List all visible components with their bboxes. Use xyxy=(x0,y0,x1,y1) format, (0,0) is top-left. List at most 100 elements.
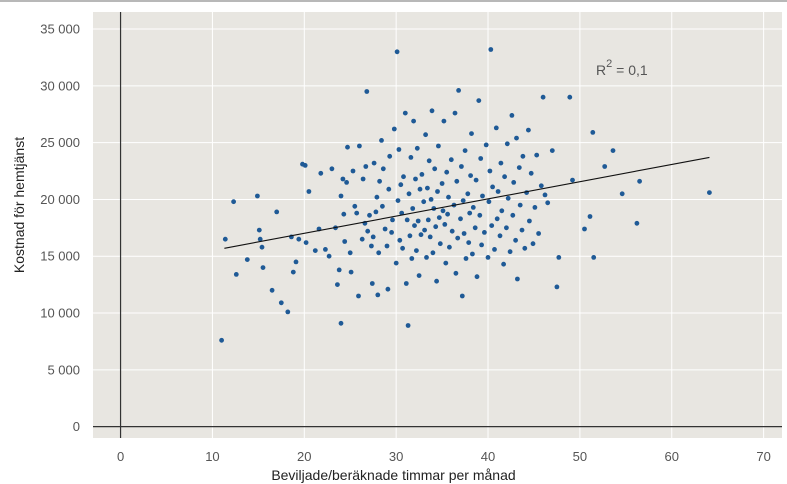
data-point xyxy=(477,212,483,218)
data-point xyxy=(507,249,513,255)
data-point xyxy=(419,172,425,177)
data-point xyxy=(222,236,228,242)
data-point xyxy=(459,293,465,299)
data-point xyxy=(303,240,309,246)
data-point xyxy=(427,234,433,240)
data-point xyxy=(369,281,375,286)
data-point xyxy=(478,156,484,161)
data-point xyxy=(556,255,562,260)
data-point xyxy=(345,144,350,150)
data-point xyxy=(610,148,616,154)
data-point xyxy=(369,243,374,249)
data-point xyxy=(285,309,291,315)
r-squared-value: = 0,1 xyxy=(612,62,648,78)
x-axis-title: Beviljade/beräknade timmar per månad xyxy=(271,467,515,483)
data-point xyxy=(442,222,448,227)
data-point xyxy=(255,193,260,199)
data-point xyxy=(417,186,423,192)
data-point xyxy=(456,88,461,93)
plot-area xyxy=(93,12,782,438)
data-point xyxy=(338,193,344,199)
data-point xyxy=(425,217,431,223)
data-point xyxy=(489,223,495,229)
data-point xyxy=(411,118,416,124)
data-point xyxy=(582,226,587,232)
y-tick-label: 10 000 xyxy=(40,306,80,321)
data-points xyxy=(219,47,712,343)
data-point xyxy=(296,236,302,242)
data-point xyxy=(350,168,356,174)
x-tick-label: 30 xyxy=(389,449,403,464)
y-tick-label: 15 000 xyxy=(40,249,80,264)
y-tick-label: 25 000 xyxy=(40,135,80,150)
data-point xyxy=(335,282,340,287)
data-point xyxy=(278,300,284,306)
data-point xyxy=(395,198,401,204)
data-point xyxy=(447,244,452,250)
data-point xyxy=(398,182,404,188)
data-point xyxy=(312,248,318,254)
data-point xyxy=(426,158,432,164)
data-point xyxy=(470,205,476,210)
data-point xyxy=(231,199,237,205)
trendline-group xyxy=(224,156,710,249)
data-point xyxy=(408,155,414,160)
data-point xyxy=(380,166,386,172)
data-point xyxy=(432,166,438,172)
data-point xyxy=(472,225,478,231)
y-tick-label: 0 xyxy=(73,419,80,434)
data-point xyxy=(498,160,504,166)
x-tick-label: 0 xyxy=(117,449,124,464)
data-point xyxy=(410,206,416,211)
data-point xyxy=(570,177,575,183)
data-point xyxy=(497,233,503,239)
data-point xyxy=(377,178,382,184)
data-point xyxy=(357,143,362,149)
data-point xyxy=(425,185,430,191)
data-point xyxy=(504,141,510,147)
data-point xyxy=(374,194,380,200)
data-point xyxy=(423,132,428,138)
data-point xyxy=(486,199,492,205)
data-point xyxy=(538,183,544,189)
data-point xyxy=(482,230,487,235)
data-point xyxy=(462,148,468,154)
r-squared-r: R xyxy=(596,62,606,78)
data-point xyxy=(393,260,399,266)
data-point xyxy=(302,163,308,168)
data-point xyxy=(519,227,525,233)
data-point xyxy=(360,176,366,182)
data-point xyxy=(602,164,608,169)
data-point xyxy=(323,247,328,252)
data-point xyxy=(293,259,299,265)
data-point xyxy=(536,231,541,236)
x-tick-label: 60 xyxy=(665,449,679,464)
data-point xyxy=(380,203,385,209)
data-point xyxy=(400,245,405,251)
data-point xyxy=(637,178,642,184)
data-point xyxy=(510,212,516,218)
data-point xyxy=(344,180,349,185)
data-point xyxy=(354,210,360,216)
trend-line xyxy=(224,156,710,249)
data-point xyxy=(467,210,473,216)
x-tick-label: 70 xyxy=(756,449,770,464)
data-point xyxy=(367,212,372,218)
data-point xyxy=(401,174,406,180)
data-point xyxy=(526,127,531,133)
data-point xyxy=(567,94,573,100)
data-point xyxy=(422,227,427,233)
data-point xyxy=(424,255,429,260)
data-point xyxy=(318,170,324,176)
data-point xyxy=(532,205,538,210)
data-point xyxy=(470,251,475,257)
data-point xyxy=(405,323,411,328)
data-point xyxy=(463,256,469,261)
data-point xyxy=(414,248,419,254)
data-point xyxy=(409,256,415,261)
axes xyxy=(93,12,782,438)
data-point xyxy=(494,216,500,222)
y-tick-labels: 0 5 000 10 000 15 000 20 000 25 000 30 000 35 0… xyxy=(40,22,80,435)
data-point xyxy=(257,236,263,242)
data-point xyxy=(514,135,519,141)
